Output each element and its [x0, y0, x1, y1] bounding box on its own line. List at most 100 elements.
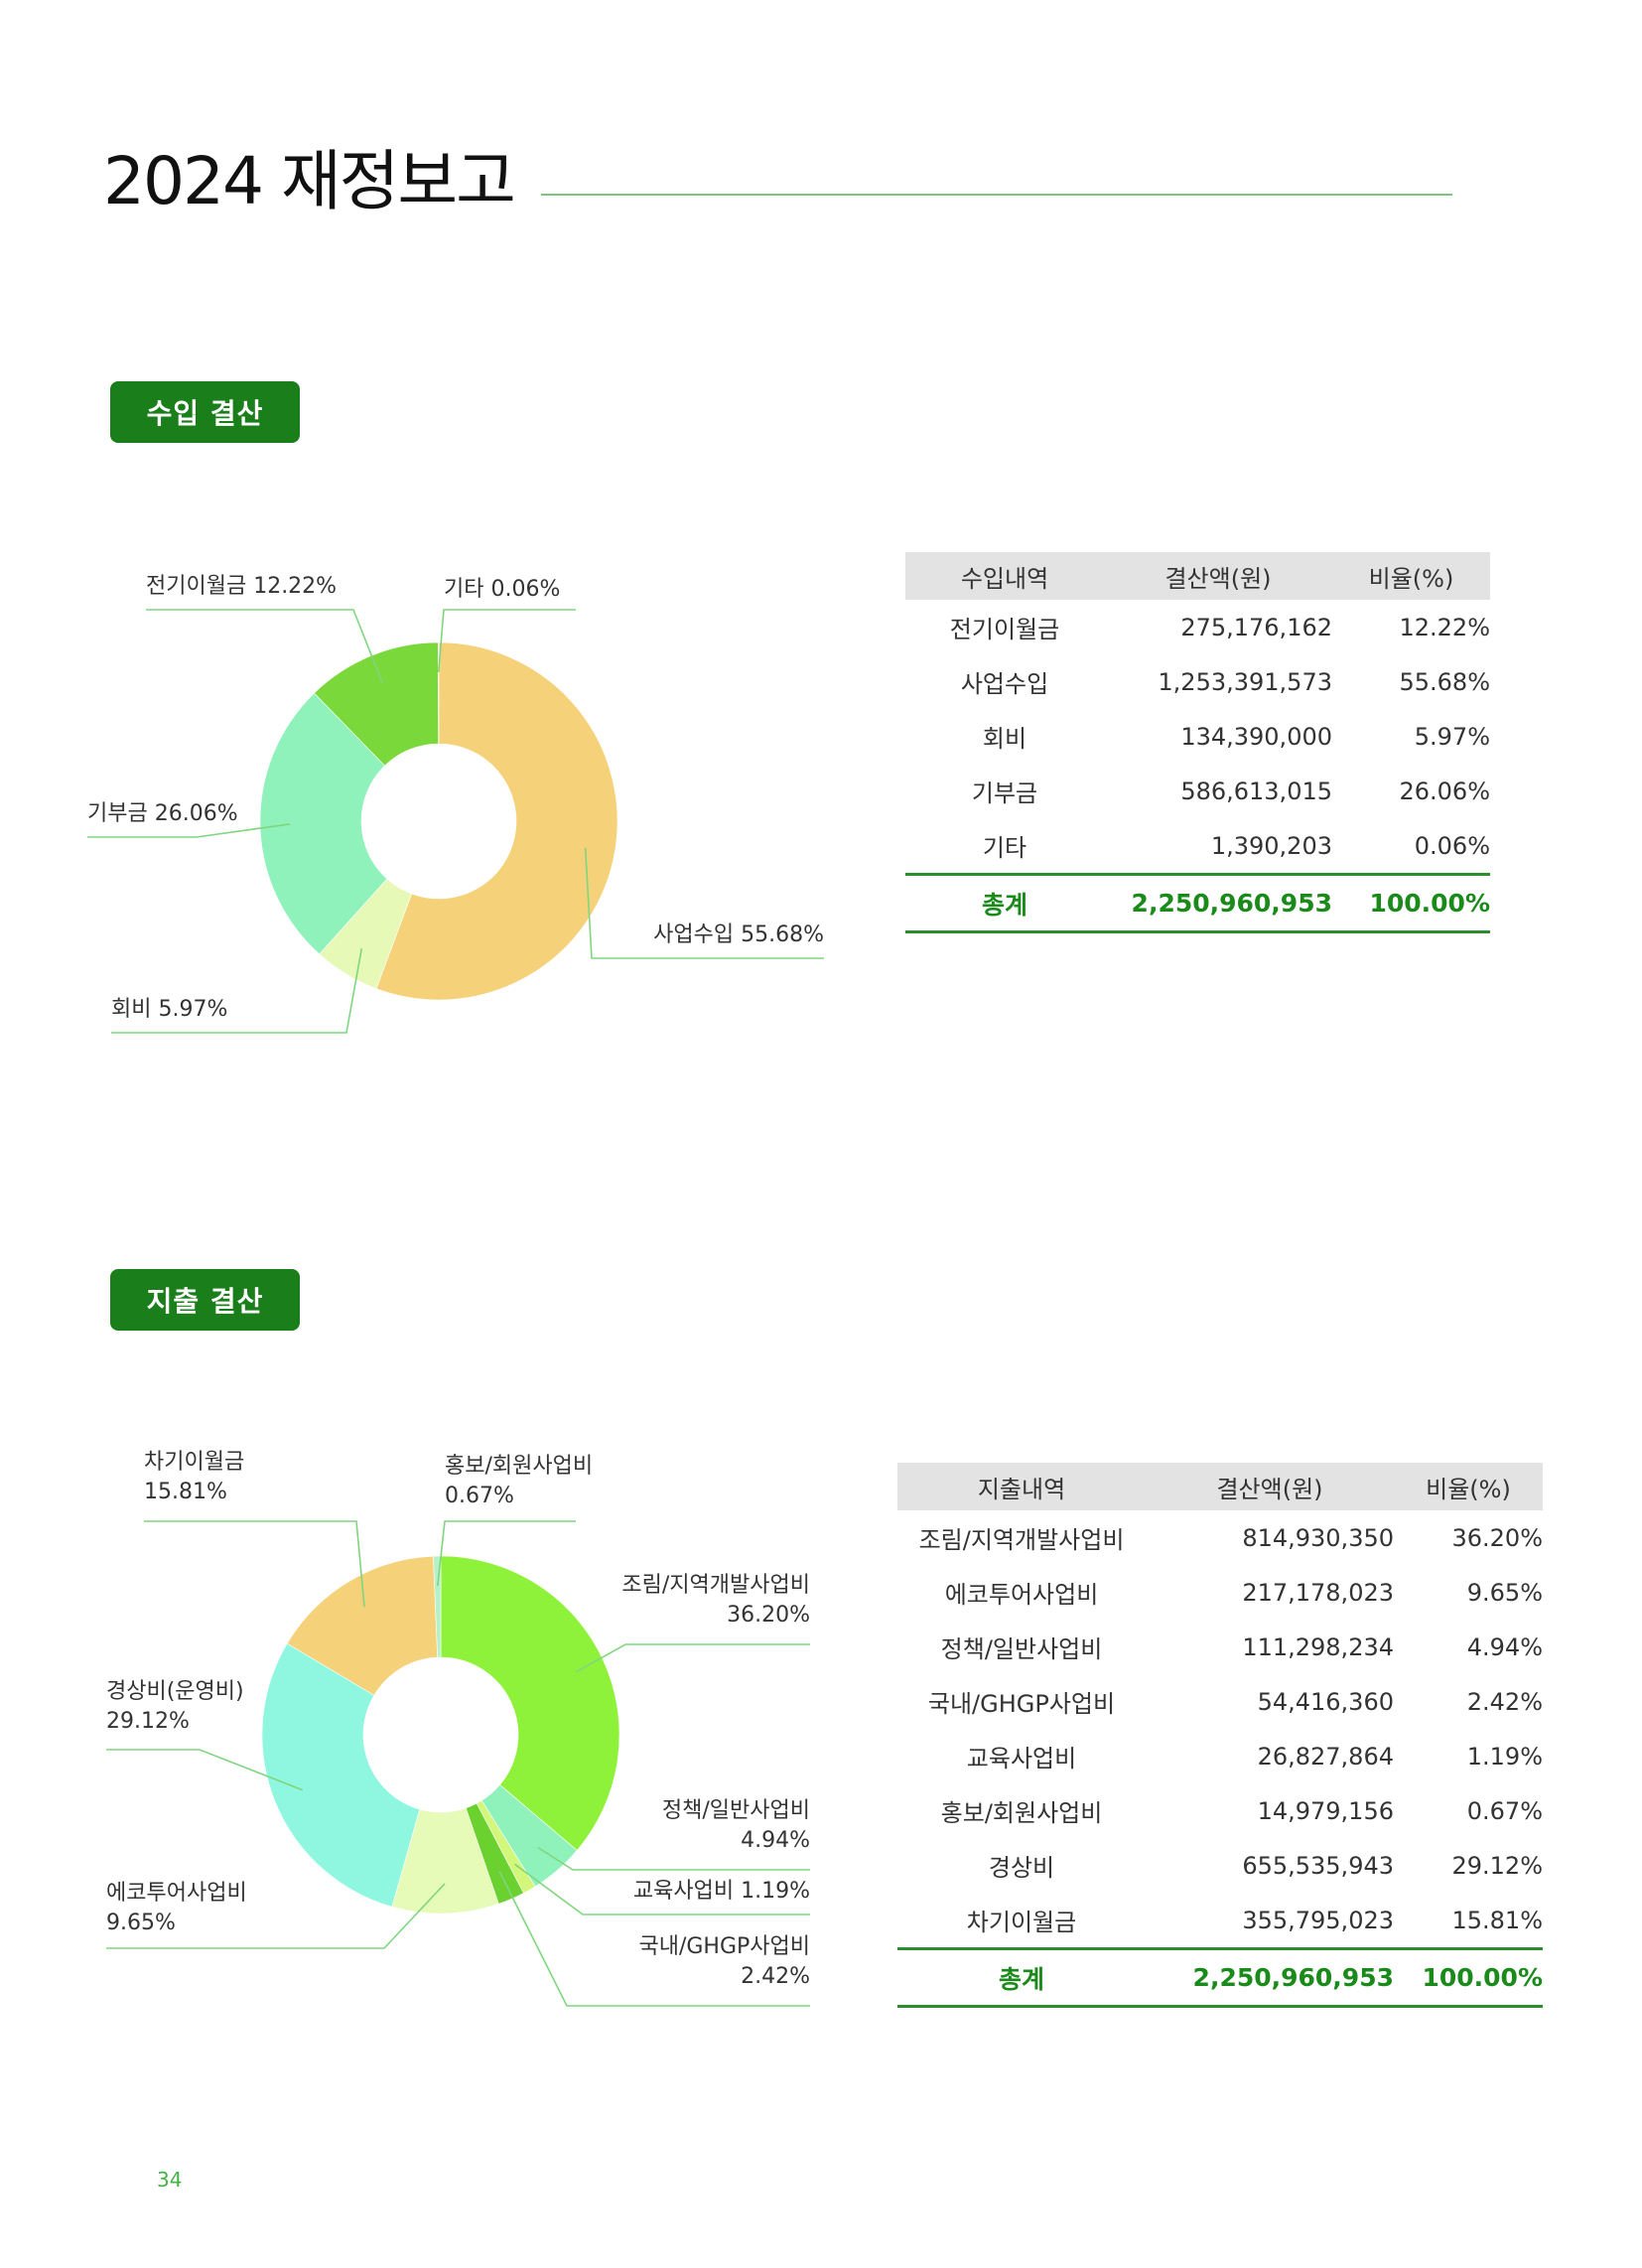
row-amount: 1,253,391,573: [1158, 667, 1332, 696]
income-table: 수입내역 결산액(원) 비율(%) 전기이월금 275,176,162 12.2…: [905, 552, 1490, 933]
total-ratio: 100.00%: [1394, 1947, 1543, 2008]
slice-label: 홍보/회원사업비 0.67%: [445, 1454, 593, 1508]
leader-line: [106, 1883, 446, 1949]
leader-line: [537, 1846, 810, 1871]
header-amount: 결산액(원): [1146, 1463, 1394, 1510]
table-row: 정책/일반사업비 111,298,234 4.94%: [897, 1620, 1543, 1674]
row-ratio: 36.20%: [1451, 1523, 1543, 1552]
leader-line: [146, 609, 384, 684]
row-name: 사업수입: [960, 670, 1049, 698]
table-row: 회비 134,390,000 5.97%: [905, 709, 1490, 764]
header-item: 수입내역: [905, 552, 1104, 600]
row-amount: 26,827,864: [1257, 1742, 1394, 1771]
leader-line: [87, 823, 291, 838]
table-row: 기타 1,390,203 0.06%: [905, 818, 1490, 875]
row-name: 차기이월금: [966, 1909, 1077, 1936]
row-amount: 217,178,023: [1242, 1578, 1394, 1607]
row-name: 홍보/회원사업비: [940, 1799, 1103, 1827]
slice-label: 차기이월금 15.81%: [144, 1450, 244, 1504]
row-amount: 814,930,350: [1242, 1523, 1394, 1552]
row-amount: 14,979,156: [1257, 1796, 1394, 1825]
row-name: 정책/일반사업비: [940, 1635, 1103, 1663]
row-ratio: 0.67%: [1466, 1796, 1543, 1825]
row-name: 경상비: [988, 1854, 1055, 1882]
leader-line: [111, 948, 363, 1034]
row-amount: 111,298,234: [1242, 1632, 1394, 1661]
row-amount: 54,416,360: [1257, 1687, 1394, 1716]
expense-section-badge: 지출 결산: [110, 1269, 300, 1331]
total-label: 총계: [905, 873, 1104, 933]
slice-label: 사업수입 55.68%: [653, 922, 824, 947]
row-ratio: 0.06%: [1414, 831, 1490, 860]
row-ratio: 26.06%: [1399, 777, 1490, 805]
total-row: 총계 2,250,960,953 100.00%: [905, 873, 1490, 933]
row-ratio: 55.68%: [1399, 667, 1490, 696]
income-section-badge: 수입 결산: [110, 381, 300, 443]
expense-table-header: 지출내역 결산액(원) 비율(%): [897, 1463, 1543, 1510]
leader-line: [144, 1520, 365, 1608]
row-ratio: 4.94%: [1466, 1632, 1543, 1661]
table-row: 차기이월금 355,795,023 15.81%: [897, 1893, 1543, 1949]
total-amount: 2,250,960,953: [1104, 873, 1332, 933]
row-amount: 134,390,000: [1180, 722, 1332, 751]
income-table-header: 수입내역 결산액(원) 비율(%): [905, 552, 1490, 600]
table-row: 기부금 586,613,015 26.06%: [905, 764, 1490, 818]
leader-line: [584, 847, 824, 959]
slice-label: 정책/일반사업비 4.94%: [662, 1798, 810, 1853]
slice-label: 기부금 26.06%: [87, 801, 238, 826]
row-name: 회비: [982, 725, 1027, 753]
row-name: 국내/GHGP사업비: [927, 1690, 1116, 1718]
table-row: 국내/GHGP사업비 54,416,360 2.42%: [897, 1674, 1543, 1729]
total-ratio: 100.00%: [1332, 873, 1490, 933]
table-row: 홍보/회원사업비 14,979,156 0.67%: [897, 1783, 1543, 1838]
row-ratio: 2.42%: [1466, 1687, 1543, 1716]
income-donut-chart: 사업수입 55.68% 회비 5.97% 기부금 26.06% 전기이월금 12.22…: [87, 574, 824, 1034]
pie-slice: [375, 641, 618, 1001]
leader-line: [106, 1749, 303, 1791]
slice-label: 경상비(운영비) 29.12%: [106, 1679, 244, 1734]
slice-label: 회비 5.97%: [111, 997, 227, 1022]
row-ratio: 1.19%: [1466, 1742, 1543, 1771]
expense-donut-chart: 조림/지역개발사업비 36.20% 정책/일반사업비 4.94% 교육사업비 1.19%…: [106, 1450, 810, 2007]
slice-label: 기타 0.06%: [444, 577, 560, 602]
pie-slice: [286, 1555, 439, 1696]
leader-line: [437, 609, 576, 673]
header-amount: 결산액(원): [1104, 552, 1332, 600]
total-row: 총계 2,250,960,953 100.00%: [897, 1947, 1543, 2008]
row-name: 기타: [982, 834, 1027, 862]
row-ratio: 29.12%: [1451, 1851, 1543, 1880]
row-amount: 355,795,023: [1242, 1906, 1394, 1934]
slice-label: 교육사업비 1.19%: [633, 1879, 810, 1904]
table-row: 경상비 655,535,943 29.12%: [897, 1838, 1543, 1893]
leader-line: [575, 1643, 810, 1673]
leader-line: [513, 1863, 810, 1915]
row-ratio: 9.65%: [1466, 1578, 1543, 1607]
header-ratio: 비율(%): [1394, 1463, 1543, 1510]
total-label: 총계: [897, 1947, 1146, 2008]
pie-slice: [261, 1642, 421, 1908]
pie-slice: [438, 641, 440, 745]
row-ratio: 12.22%: [1399, 613, 1490, 641]
table-row: 교육사업비 26,827,864 1.19%: [897, 1729, 1543, 1783]
slice-label: 조림/지역개발사업비 36.20%: [621, 1573, 810, 1628]
row-name: 전기이월금: [949, 616, 1060, 643]
leader-line: [498, 1871, 810, 2007]
page-number: 34: [157, 2168, 183, 2192]
pie-slice: [440, 1555, 620, 1851]
table-row: 전기이월금 275,176,162 12.22%: [905, 600, 1490, 654]
row-amount: 586,613,015: [1180, 777, 1332, 805]
row-amount: 1,390,203: [1210, 831, 1332, 860]
slice-label: 에코투어사업비 9.65%: [106, 1881, 247, 1935]
table-row: 사업수입 1,253,391,573 55.68%: [905, 654, 1490, 709]
row-name: 에코투어사업비: [944, 1581, 1099, 1609]
page-title: 2024 재정보고: [103, 143, 516, 219]
expense-table: 지출내역 결산액(원) 비율(%) 조림/지역개발사업비 814,930,350…: [897, 1463, 1543, 2008]
row-ratio: 5.97%: [1414, 722, 1490, 751]
total-amount: 2,250,960,953: [1146, 1947, 1394, 2008]
row-amount: 655,535,943: [1242, 1851, 1394, 1880]
title-divider: [541, 194, 1452, 196]
row-name: 기부금: [971, 780, 1038, 807]
header-item: 지출내역: [897, 1463, 1146, 1510]
header-ratio: 비율(%): [1332, 552, 1490, 600]
table-row: 조림/지역개발사업비 814,930,350 36.20%: [897, 1510, 1543, 1565]
